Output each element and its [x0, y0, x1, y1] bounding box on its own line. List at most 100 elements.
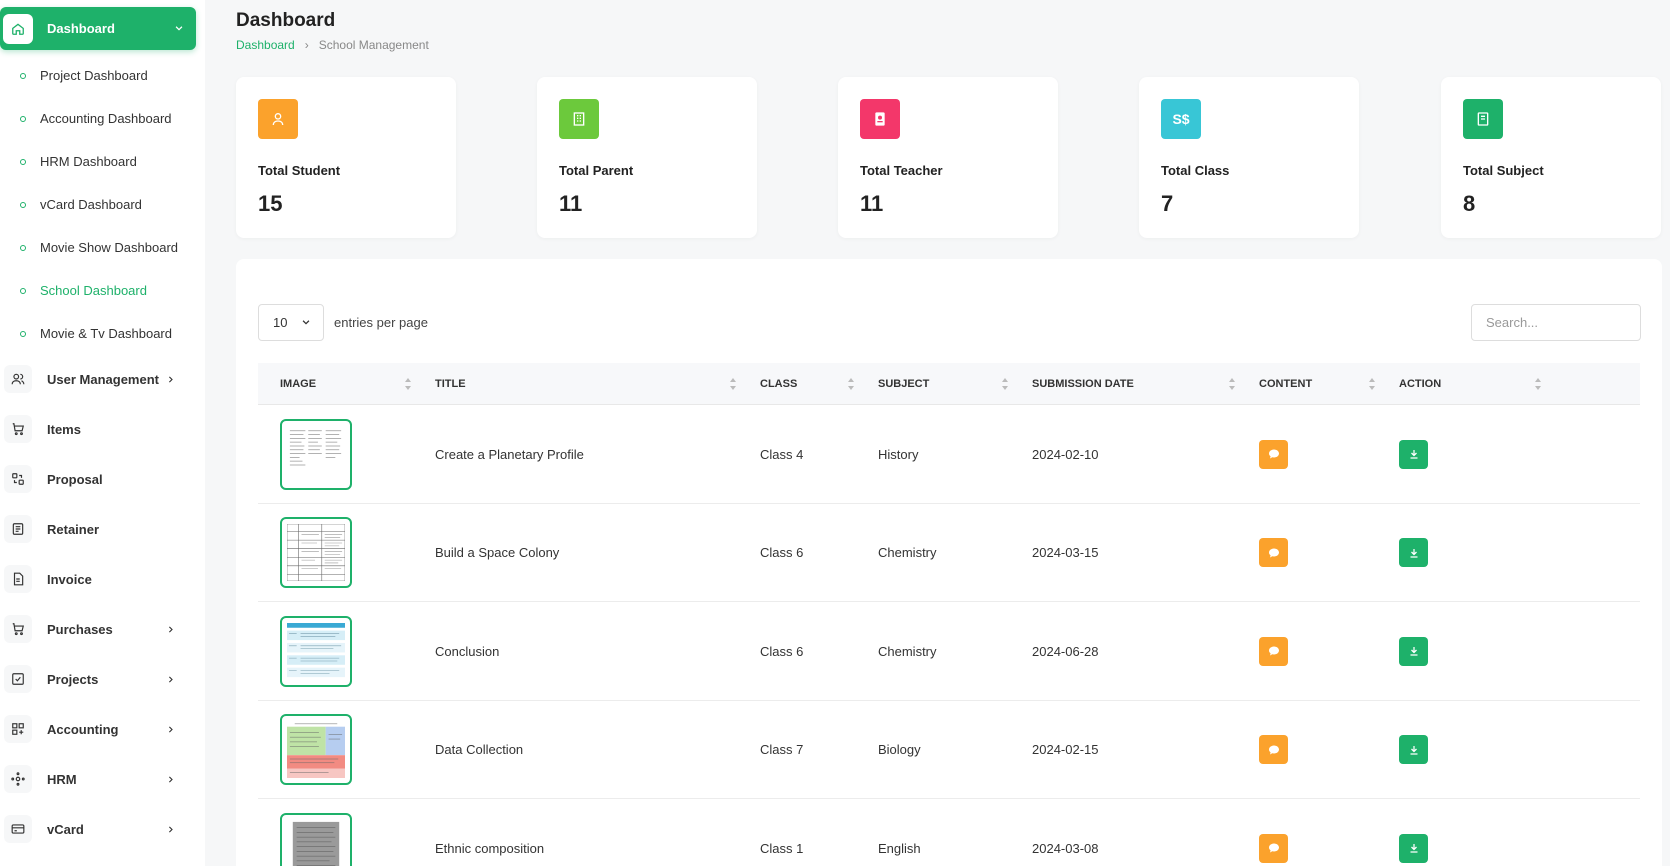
- download-button[interactable]: [1399, 538, 1428, 567]
- per-page-select[interactable]: 10: [258, 304, 324, 341]
- sort-icon[interactable]: [1228, 377, 1236, 391]
- sort-icon[interactable]: [404, 377, 412, 391]
- submission-thumbnail[interactable]: [280, 418, 352, 490]
- view-content-button[interactable]: [1259, 636, 1288, 666]
- submission-thumbnail[interactable]: [280, 714, 352, 785]
- stat-card-total-student: Total Student 15: [236, 77, 456, 238]
- sidebar-item-hrm[interactable]: HRM: [0, 754, 205, 804]
- sidebar-item-label: User Management: [47, 371, 159, 387]
- subject-cell: Biology: [878, 742, 921, 757]
- download-button[interactable]: [1399, 636, 1428, 666]
- view-content-button[interactable]: [1259, 538, 1288, 567]
- chevron-down-icon: [174, 20, 184, 38]
- column-header-title[interactable]: TITLE: [435, 378, 466, 390]
- breadcrumb-home-link[interactable]: Dashboard: [236, 38, 295, 52]
- chat-icon: [1268, 548, 1279, 557]
- image-cell: [280, 602, 352, 700]
- view-content-button[interactable]: [1259, 833, 1288, 863]
- bullet-icon: [20, 115, 26, 122]
- sidebar-item-purchases[interactable]: Purchases: [0, 604, 205, 654]
- sort-icon[interactable]: [1534, 377, 1542, 391]
- stat-card-total-teacher: Total Teacher 11: [838, 77, 1058, 238]
- sidebar-item-label: HRM: [47, 771, 77, 787]
- sort-icon[interactable]: [847, 377, 855, 391]
- sidebar-item-accounting[interactable]: Accounting: [0, 704, 205, 754]
- column-header-content[interactable]: CONTENT: [1259, 378, 1313, 390]
- sidebar-item-proposal[interactable]: Proposal: [0, 454, 205, 504]
- chevron-right-icon: [166, 672, 175, 687]
- sidebar-subitem-label: vCard Dashboard: [40, 197, 142, 212]
- image-cell: [280, 405, 352, 503]
- view-content-button[interactable]: [1259, 439, 1288, 469]
- sidebar-item-items[interactable]: Items: [0, 404, 205, 454]
- sidebar-subitem-label: School Dashboard: [40, 283, 147, 298]
- search-input[interactable]: [1471, 304, 1641, 341]
- subject-cell: Chemistry: [878, 643, 937, 659]
- currency-icon: S$: [1161, 99, 1201, 139]
- column-header-submission-date[interactable]: SUBMISSION DATE: [1032, 378, 1134, 390]
- class-cell: Class 7: [760, 742, 804, 757]
- image-cell: [280, 799, 352, 866]
- table-body: Create a Planetary Profile Class 4 Histo…: [258, 405, 1640, 866]
- stat-label: Total Student: [258, 163, 341, 178]
- bullet-icon: [20, 201, 26, 208]
- sidebar-item-projects[interactable]: Projects: [0, 654, 205, 704]
- column-header-action[interactable]: ACTION: [1399, 378, 1442, 390]
- sidebar-subitem-project-dashboard[interactable]: Project Dashboard: [0, 54, 205, 97]
- cart-icon: [4, 615, 32, 643]
- id-badge-icon: [860, 99, 900, 139]
- sidebar-item-label: Items: [47, 421, 81, 437]
- sidebar-subitem-accounting-dashboard[interactable]: Accounting Dashboard: [0, 97, 205, 140]
- sidebar-item-dashboard[interactable]: Dashboard: [0, 7, 196, 50]
- sort-icon[interactable]: [729, 377, 737, 391]
- action-cell: [1399, 504, 1428, 602]
- sidebar-item-vcard[interactable]: vCard: [0, 804, 205, 854]
- bullet-icon: [20, 72, 26, 79]
- user-icon: [258, 99, 298, 139]
- download-button[interactable]: [1399, 439, 1428, 469]
- sort-icon[interactable]: [1001, 377, 1009, 391]
- grid-icon: [4, 715, 32, 743]
- content-cell: [1259, 799, 1288, 866]
- view-content-button[interactable]: [1259, 735, 1288, 764]
- chevron-right-icon: [166, 372, 175, 387]
- download-icon: [1410, 548, 1417, 558]
- sidebar-item-user-management[interactable]: User Management: [0, 354, 205, 404]
- breadcrumb: Dashboard › School Management: [236, 38, 429, 52]
- bullet-icon: [20, 244, 26, 251]
- sidebar-item-label: Invoice: [47, 571, 92, 587]
- bullet-icon: [20, 287, 26, 294]
- sidebar-subitem-school-dashboard[interactable]: School Dashboard: [0, 269, 205, 312]
- sidebar-item-invoice[interactable]: Invoice: [0, 554, 205, 604]
- sidebar-item-retainer[interactable]: Retainer: [0, 504, 205, 554]
- title-cell: Conclusion: [435, 643, 500, 659]
- chevron-right-icon: [166, 772, 175, 787]
- submission-thumbnail[interactable]: [280, 812, 352, 866]
- sidebar-subitem-label: Movie & Tv Dashboard: [40, 326, 172, 341]
- submission-thumbnail[interactable]: [280, 615, 352, 687]
- content-cell: [1259, 504, 1288, 602]
- column-header-subject[interactable]: SUBJECT: [878, 378, 930, 390]
- bullet-icon: [20, 158, 26, 165]
- chevron-down-icon: [301, 315, 311, 330]
- sidebar-subitem-movie-tv-dashboard[interactable]: Movie & Tv Dashboard: [0, 312, 205, 355]
- download-icon: [1410, 745, 1417, 755]
- date-cell: 2024-02-15: [1032, 742, 1099, 757]
- stat-value: 11: [860, 191, 884, 216]
- sidebar-subitem-label: Accounting Dashboard: [40, 111, 172, 126]
- download-button[interactable]: [1399, 735, 1428, 764]
- action-cell: [1399, 602, 1428, 700]
- column-header-class[interactable]: CLASS: [760, 378, 798, 390]
- download-button[interactable]: [1399, 833, 1428, 863]
- proposal-icon: [4, 465, 32, 493]
- sort-icon[interactable]: [1368, 377, 1376, 391]
- sidebar-subitem-vcard-dashboard[interactable]: vCard Dashboard: [0, 183, 205, 226]
- stat-label: Total Teacher: [860, 163, 943, 178]
- sidebar-item-label: Dashboard: [47, 21, 115, 36]
- sidebar-subitem-movie-show-dashboard[interactable]: Movie Show Dashboard: [0, 226, 205, 269]
- column-header-image[interactable]: IMAGE: [280, 378, 317, 390]
- submission-thumbnail[interactable]: [280, 517, 352, 588]
- building-icon: [559, 99, 599, 139]
- sidebar-subitem-hrm-dashboard[interactable]: HRM Dashboard: [0, 140, 205, 183]
- sidebar: Dashboard Project Dashboard Accounting D…: [0, 0, 205, 866]
